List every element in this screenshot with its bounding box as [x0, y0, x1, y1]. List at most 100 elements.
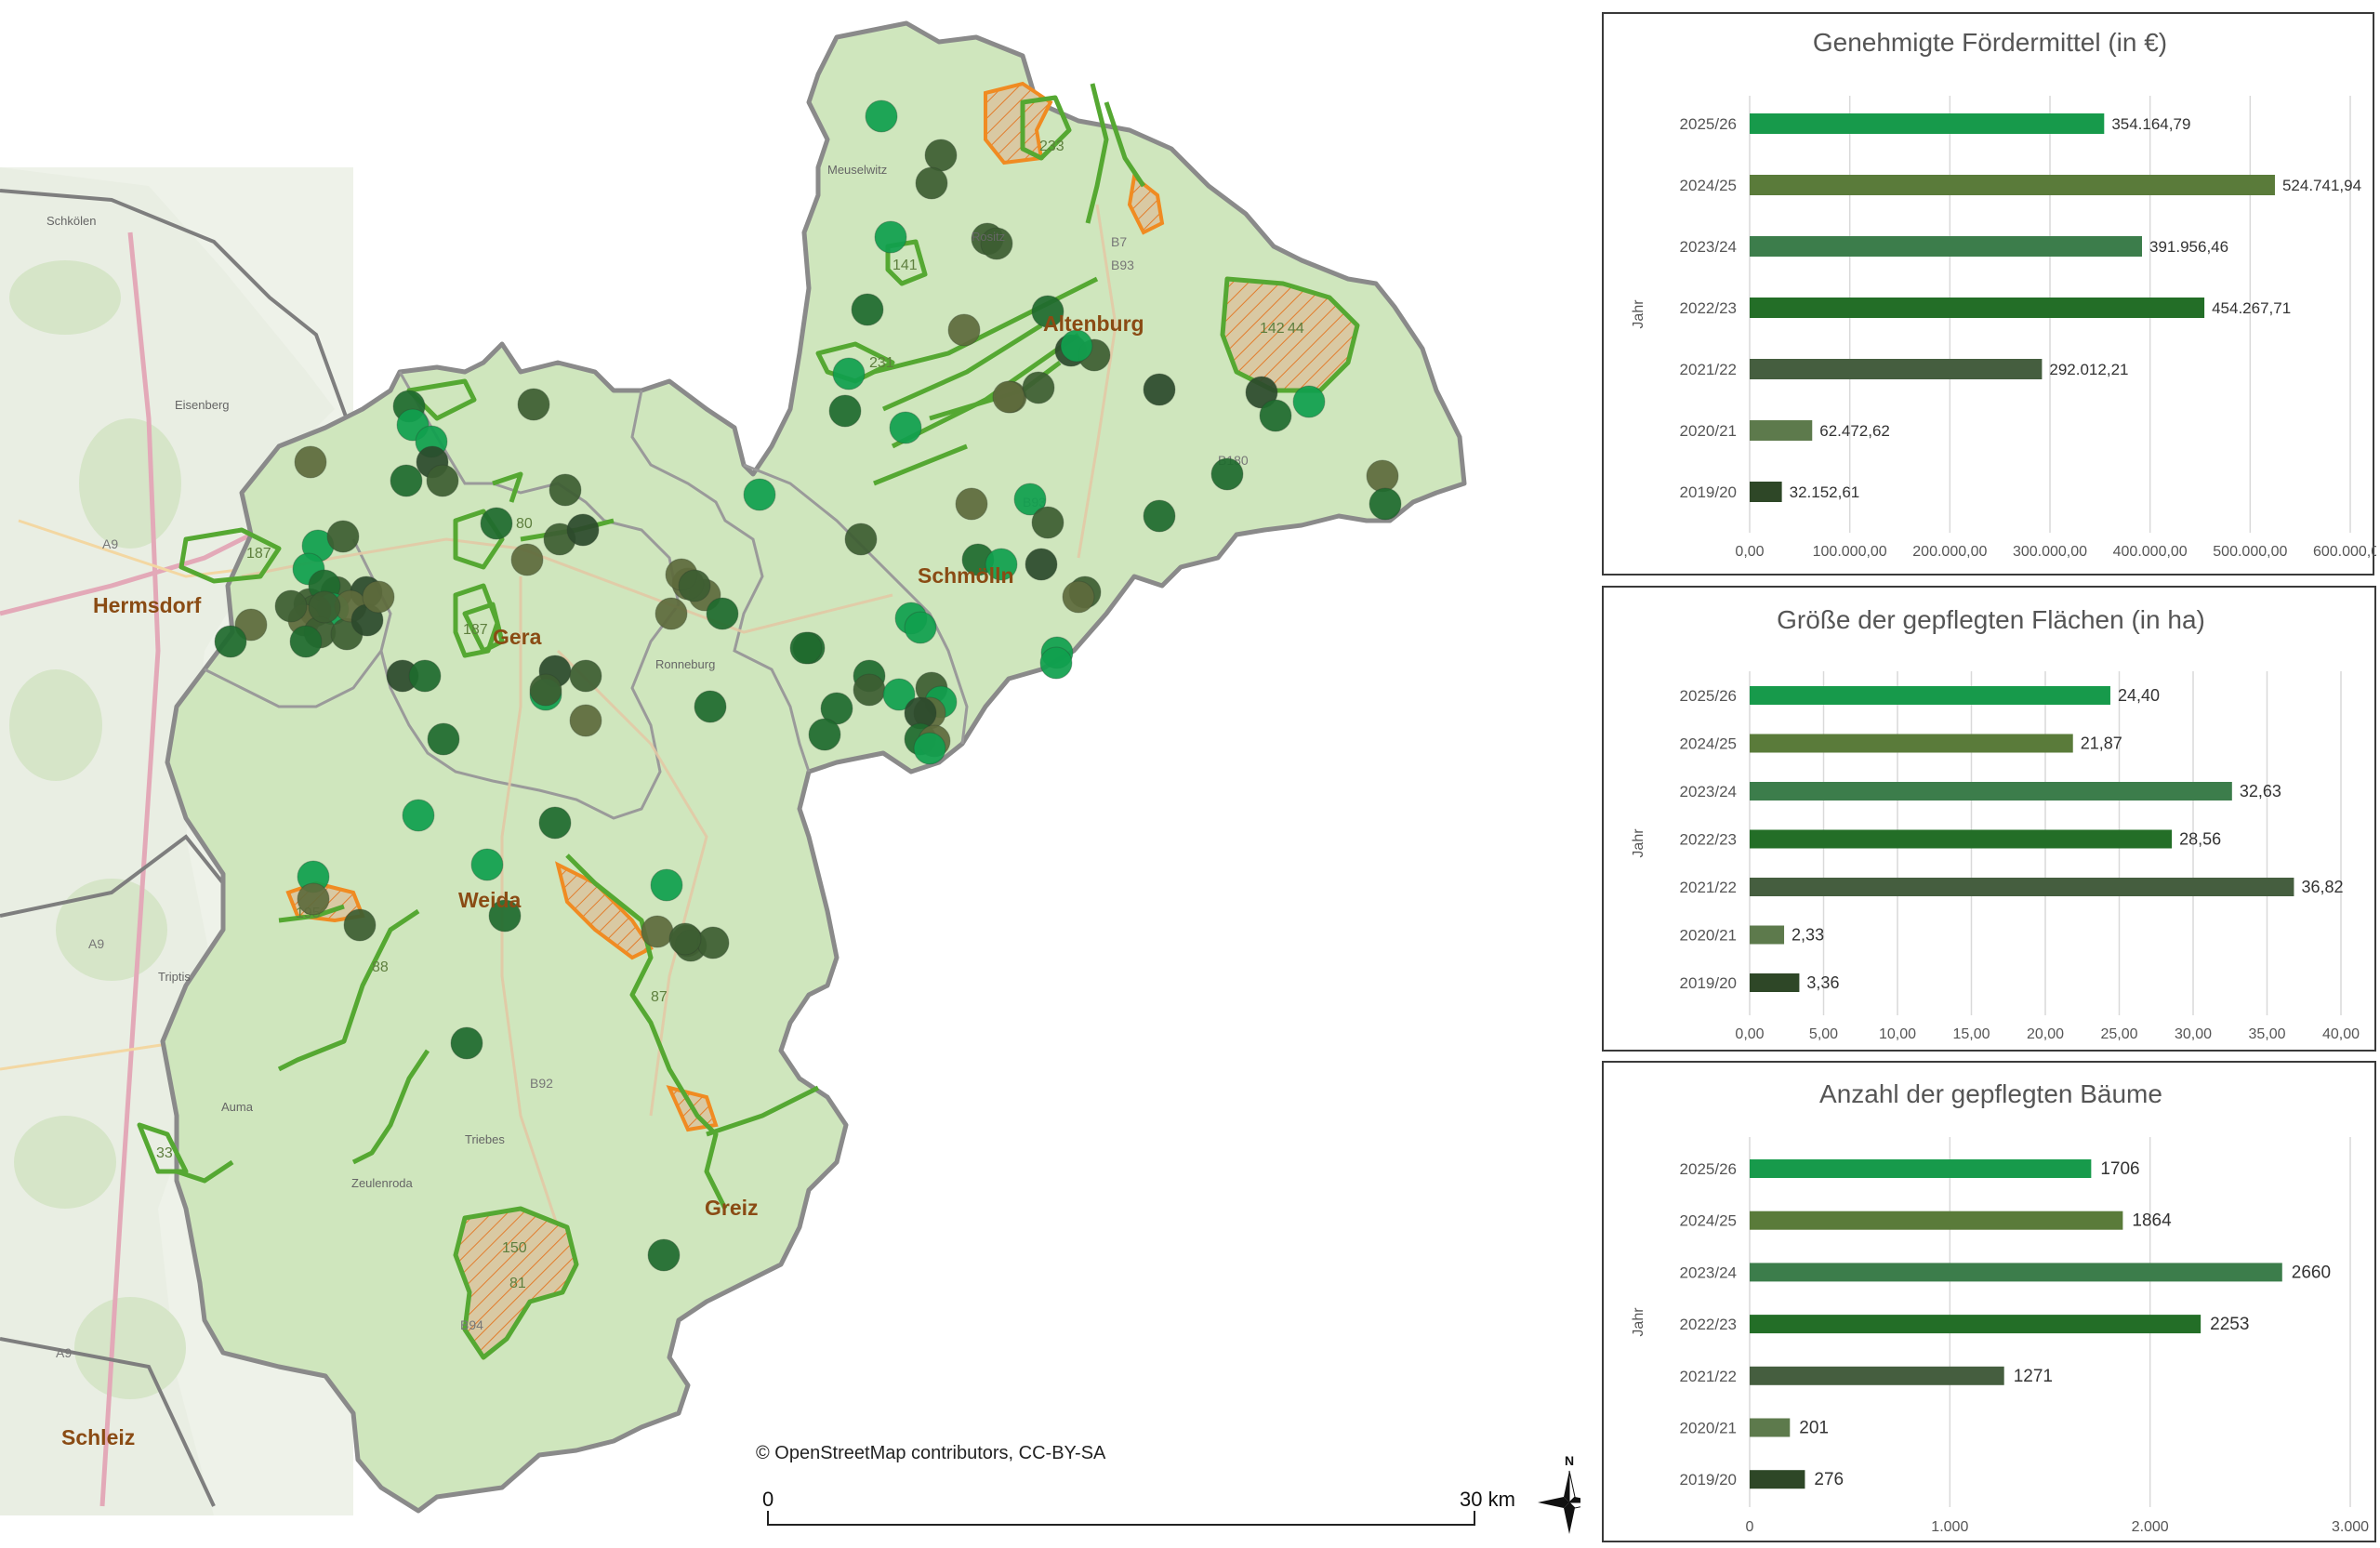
site-marker[interactable] — [641, 915, 674, 948]
bar[interactable] — [1750, 1315, 2202, 1334]
site-marker[interactable] — [343, 908, 377, 942]
site-marker[interactable] — [294, 445, 327, 479]
site-marker[interactable] — [1292, 385, 1326, 418]
bar[interactable] — [1750, 1418, 1791, 1437]
site-marker[interactable] — [851, 293, 884, 326]
bar[interactable] — [1750, 420, 1813, 441]
site-marker[interactable] — [874, 220, 907, 254]
site-marker[interactable] — [488, 899, 522, 933]
site-marker[interactable] — [820, 692, 853, 725]
bar[interactable] — [1750, 236, 2143, 257]
site-marker[interactable] — [706, 597, 739, 630]
site-marker[interactable] — [889, 411, 922, 444]
site-marker[interactable] — [853, 673, 886, 707]
site-marker[interactable] — [450, 1026, 483, 1060]
site-marker[interactable] — [408, 659, 442, 693]
bar[interactable] — [1750, 1211, 2123, 1230]
site-marker[interactable] — [1368, 487, 1402, 521]
site-marker[interactable] — [1259, 399, 1292, 432]
site-marker[interactable] — [214, 625, 247, 658]
bar[interactable] — [1750, 359, 2043, 379]
site-marker[interactable] — [569, 704, 602, 737]
district-area[interactable] — [160, 20, 1467, 1514]
x-tick-label: 300.000,00 — [2013, 544, 2087, 560]
site-marker[interactable] — [326, 520, 360, 553]
internal-boundaries — [204, 371, 969, 820]
bar[interactable] — [1750, 482, 1782, 502]
site-marker[interactable] — [832, 357, 866, 390]
site-marker[interactable] — [844, 523, 878, 556]
site-marker[interactable] — [980, 227, 1013, 260]
map-canvas[interactable]: 233 141 231 142 44 187 187 80 88 87 150 … — [0, 0, 1580, 1548]
site-marker[interactable] — [289, 625, 323, 658]
site-marker[interactable] — [1143, 373, 1176, 406]
road-label: B7 — [1111, 234, 1127, 249]
bar[interactable] — [1750, 1263, 2282, 1282]
site-marker[interactable] — [1210, 457, 1244, 491]
bar[interactable] — [1750, 878, 2294, 896]
site-marker[interactable] — [743, 478, 776, 511]
site-marker[interactable] — [828, 394, 862, 428]
site-marker[interactable] — [915, 166, 948, 200]
data-label: 2,33 — [1792, 926, 1824, 945]
site-marker[interactable] — [308, 590, 341, 624]
site-marker[interactable] — [985, 548, 1018, 581]
site-marker[interactable] — [1062, 580, 1095, 614]
site-marker[interactable] — [549, 473, 582, 507]
site-marker[interactable] — [904, 611, 937, 644]
site-marker[interactable] — [427, 722, 460, 756]
site-marker[interactable] — [510, 543, 544, 576]
map-panel[interactable]: 233 141 231 142 44 187 187 80 88 87 150 … — [0, 0, 1580, 1548]
bar[interactable] — [1750, 925, 1785, 945]
bar[interactable] — [1750, 113, 2105, 134]
site-marker[interactable] — [647, 1238, 681, 1272]
site-marker[interactable] — [274, 589, 308, 623]
site-marker[interactable] — [1022, 371, 1055, 404]
site-marker[interactable] — [1366, 459, 1399, 493]
site-marker[interactable] — [1060, 329, 1093, 363]
site-marker[interactable] — [297, 882, 330, 916]
bar[interactable] — [1750, 829, 2173, 849]
site-marker[interactable] — [992, 380, 1025, 414]
site-marker[interactable] — [1031, 506, 1064, 539]
bar[interactable] — [1750, 298, 2205, 318]
site-marker[interactable] — [654, 597, 688, 630]
site-marker[interactable] — [569, 659, 602, 693]
site-marker[interactable] — [529, 673, 562, 707]
bar[interactable] — [1750, 782, 2232, 800]
site-marker[interactable] — [362, 580, 395, 614]
bar[interactable] — [1750, 1366, 2004, 1385]
site-marker[interactable] — [924, 139, 958, 172]
site-marker[interactable] — [947, 313, 981, 347]
site-marker[interactable] — [566, 513, 600, 547]
bar[interactable] — [1750, 973, 1800, 992]
site-marker[interactable] — [470, 848, 504, 881]
bar[interactable] — [1750, 175, 2275, 195]
bar[interactable] — [1750, 1159, 2092, 1178]
site-marker[interactable] — [694, 690, 727, 723]
site-marker[interactable] — [808, 718, 841, 751]
site-marker[interactable] — [426, 464, 459, 497]
site-marker[interactable] — [1013, 483, 1047, 516]
site-marker[interactable] — [1031, 295, 1064, 328]
site-marker[interactable] — [865, 99, 898, 133]
bar[interactable] — [1750, 1470, 1805, 1489]
site-marker[interactable] — [882, 678, 916, 711]
site-marker[interactable] — [668, 922, 702, 956]
site-marker[interactable] — [1143, 499, 1176, 533]
site-marker[interactable] — [402, 799, 435, 832]
site-marker[interactable] — [538, 806, 572, 840]
site-marker[interactable] — [650, 868, 683, 902]
site-marker[interactable] — [955, 487, 988, 521]
bar[interactable] — [1750, 734, 2073, 753]
site-marker[interactable] — [1039, 646, 1073, 680]
site-marker[interactable] — [1025, 548, 1058, 581]
site-marker[interactable] — [913, 732, 946, 765]
site-marker[interactable] — [678, 569, 711, 602]
site-marker[interactable] — [517, 388, 550, 421]
site-marker[interactable] — [696, 926, 730, 959]
site-marker[interactable] — [390, 464, 423, 497]
bar[interactable] — [1750, 686, 2110, 705]
site-marker[interactable] — [789, 631, 823, 665]
site-marker[interactable] — [480, 507, 513, 540]
